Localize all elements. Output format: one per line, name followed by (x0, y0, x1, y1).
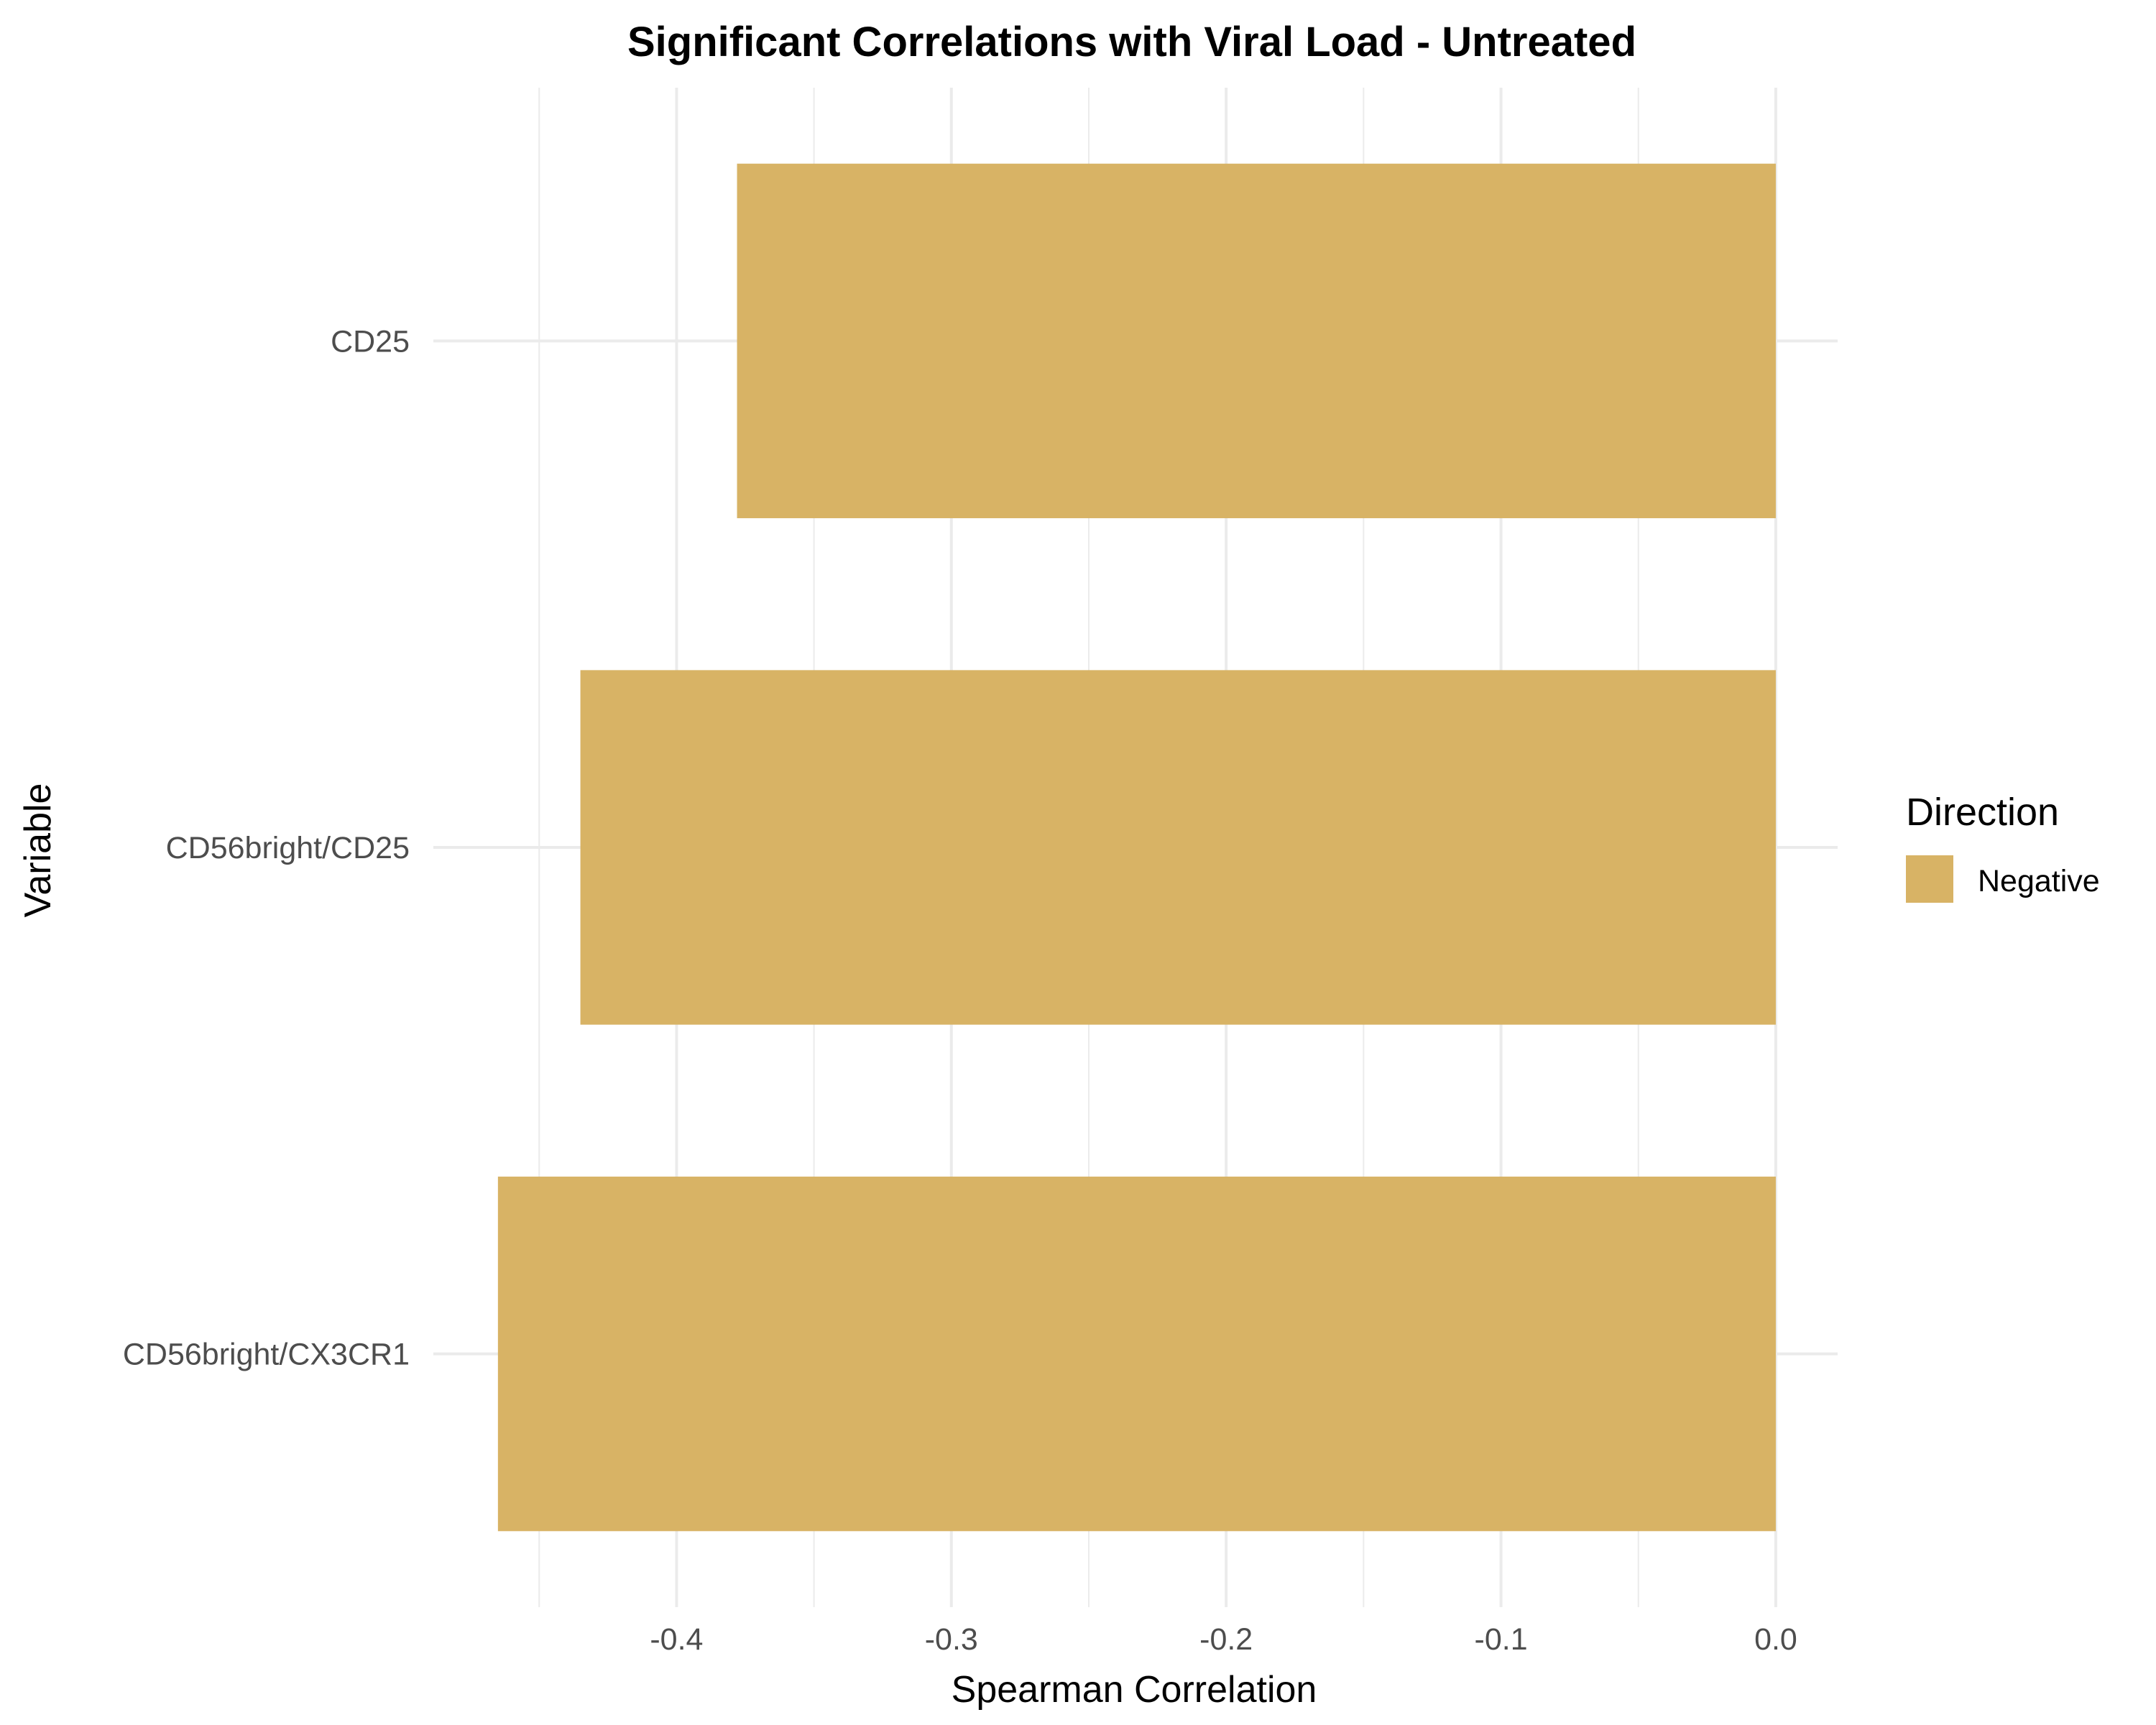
x-tick-labels: -0.4 -0.3 -0.2 -0.1 0.0 (650, 1622, 1797, 1657)
y-tick-label: CD56bright/CX3CR1 (123, 1338, 410, 1372)
bar-cd25 (737, 163, 1776, 518)
x-tick-label: -0.4 (650, 1622, 703, 1657)
x-tick-label: -0.1 (1475, 1622, 1528, 1657)
y-tick-label: CD25 (331, 324, 410, 359)
legend-title: Direction (1906, 791, 2059, 834)
y-tick-label: CD56bright/CD25 (166, 831, 410, 865)
y-axis-title: Variable (17, 783, 59, 918)
x-tick-label: -0.2 (1199, 1622, 1253, 1657)
bar-cd56bright-cx3cr1 (497, 1177, 1776, 1532)
chart-title: Significant Correlations with Viral Load… (627, 19, 1636, 65)
x-tick-label: 0.0 (1754, 1622, 1797, 1657)
y-tick-labels: CD25 CD56bright/CD25 CD56bright/CX3CR1 (123, 324, 410, 1371)
bars (497, 163, 1776, 1532)
legend-label-negative: Negative (1978, 864, 2100, 898)
legend-key-negative (1906, 855, 1953, 903)
x-tick-label: -0.3 (925, 1622, 978, 1657)
x-axis-title: Spearman Correlation (952, 1669, 1317, 1711)
legend: Direction Negative (1906, 791, 2100, 903)
bar-cd56bright-cd25 (580, 670, 1776, 1025)
